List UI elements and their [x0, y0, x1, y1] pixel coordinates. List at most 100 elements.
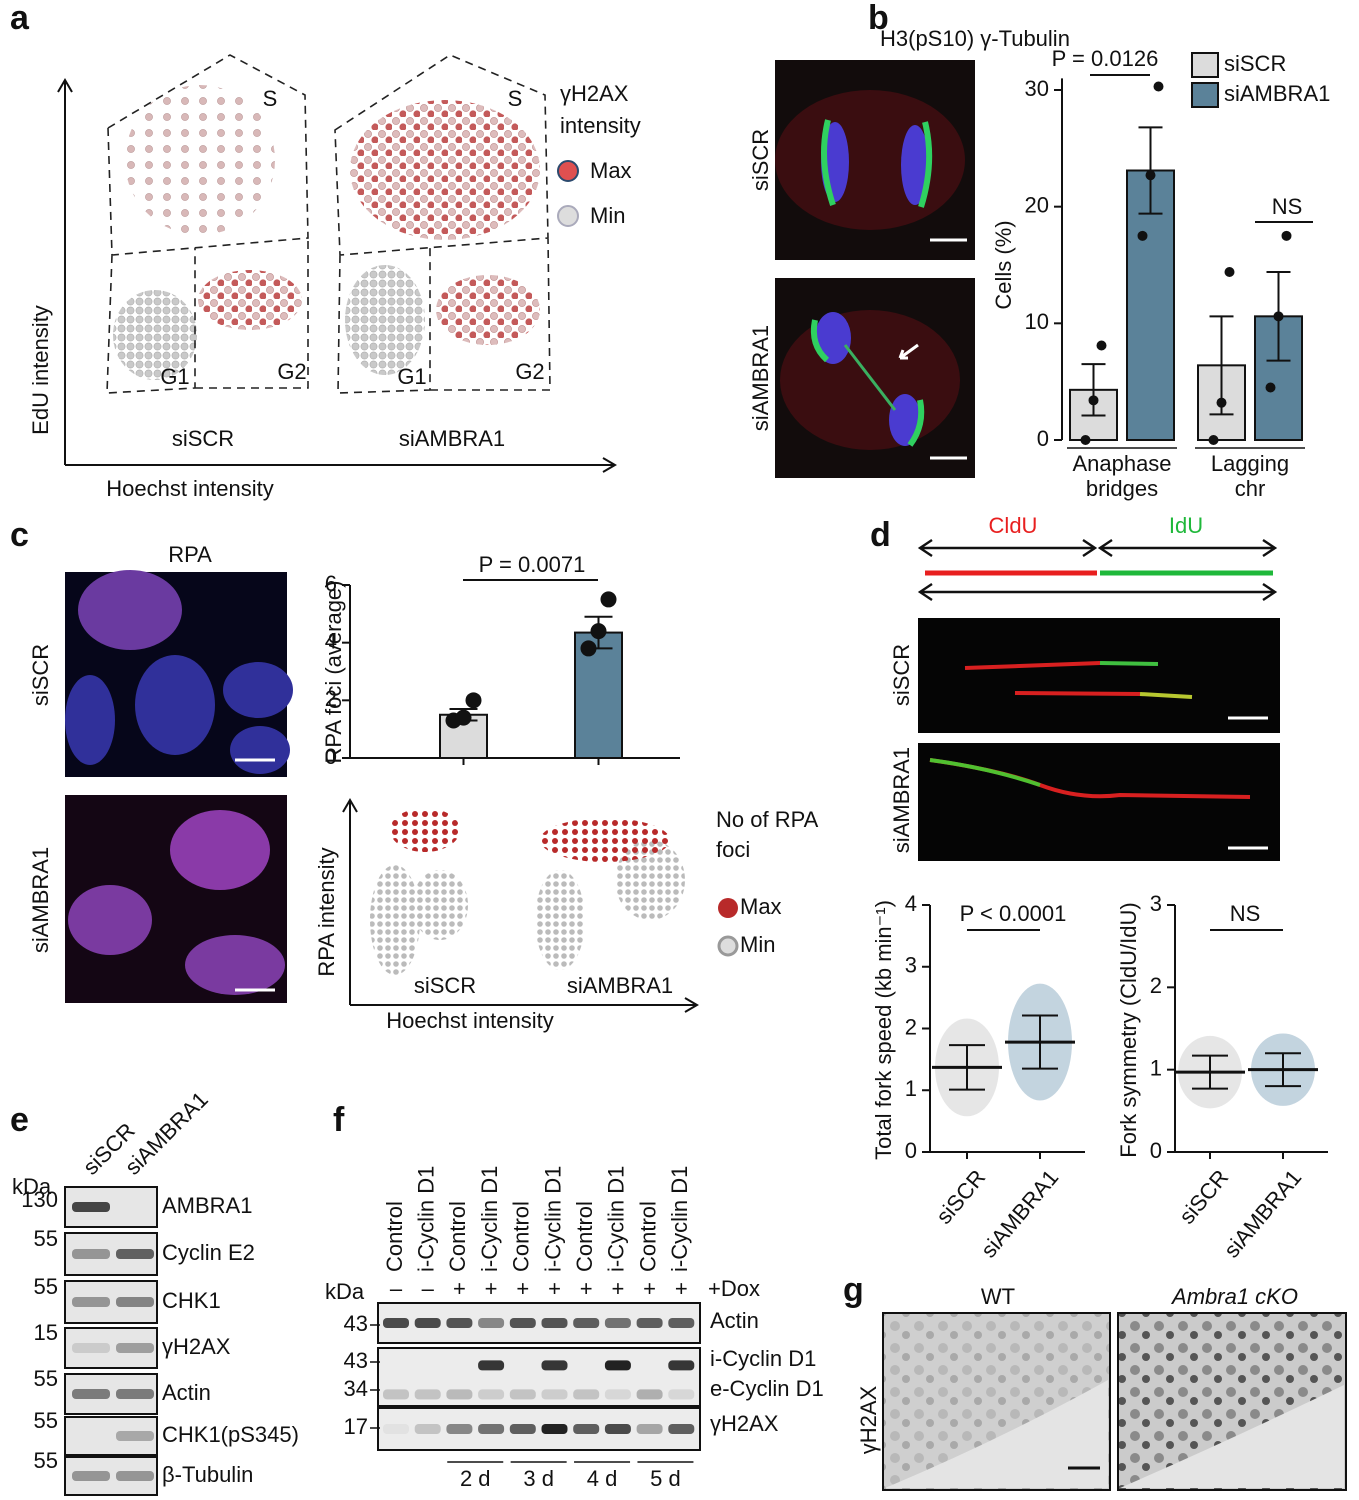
- gate-label: G1: [397, 364, 426, 389]
- illustration: [350, 100, 540, 240]
- blot-band: [478, 1424, 505, 1434]
- data-point: [1145, 170, 1156, 181]
- row-label: siSCR: [28, 644, 53, 706]
- row-label: γH2AX: [856, 1385, 881, 1454]
- illustration: [334, 54, 551, 394]
- illustration: [918, 121, 933, 208]
- illustration: [223, 662, 293, 718]
- protein-label: β-Tubulin: [162, 1462, 253, 1487]
- kda-marker: 55: [34, 1274, 58, 1299]
- track-label: IdU: [1169, 513, 1203, 538]
- y-tick-label: 0: [905, 1138, 917, 1163]
- illustration: [964, 661, 1101, 670]
- panel-c-scatter: [342, 798, 739, 1013]
- illustration: [717, 935, 739, 957]
- panel-c-images: [65, 570, 293, 1003]
- illustration: [370, 865, 420, 975]
- panel-label: b: [868, 0, 889, 37]
- illustration: [843, 344, 897, 411]
- y-tick-label: 3: [905, 953, 917, 978]
- x-tick-label: siSCR: [1174, 1165, 1233, 1229]
- row-label: siSCR: [889, 644, 914, 706]
- kda-marker: 130: [21, 1187, 58, 1212]
- blot-band: [541, 1360, 568, 1371]
- illustration: [810, 319, 830, 363]
- protein-label: γH2AX: [162, 1334, 231, 1359]
- legend-title: No of RPA: [716, 807, 819, 832]
- blot-band: [604, 1389, 631, 1400]
- day-label: 5 d: [650, 1466, 681, 1491]
- blot-band: [541, 1424, 568, 1434]
- illustration: [917, 539, 1278, 601]
- dox-label: +: [516, 1276, 529, 1301]
- illustration: [885, 1380, 1108, 1488]
- data-point: [1216, 397, 1227, 408]
- data-point: [590, 623, 607, 640]
- image-title: RPA: [168, 542, 212, 567]
- kda-label: kDa: [12, 1174, 52, 1199]
- axis-title: Hoechst intensity: [106, 476, 274, 501]
- axis-title: Cells (%): [991, 220, 1016, 309]
- panel-a-plot: [57, 54, 617, 473]
- gate-label: S: [263, 86, 278, 111]
- axis-title: EdU intensity: [28, 305, 53, 435]
- blot-band: [636, 1389, 663, 1400]
- data-point: [1153, 81, 1164, 92]
- illustration: [68, 885, 152, 955]
- row-label: siAMBRA1: [889, 747, 914, 853]
- blot-band: [116, 1389, 154, 1399]
- illustration: [106, 54, 309, 394]
- annotation: P < 0.0001: [960, 901, 1067, 926]
- panel-g-images: [882, 1312, 1347, 1491]
- blot-band: [72, 1389, 110, 1399]
- blot-band: [541, 1389, 568, 1400]
- blot-band: [72, 1471, 110, 1481]
- lane-label: i-Cyclin D1: [414, 1166, 439, 1272]
- dox-label: +: [580, 1276, 593, 1301]
- illustration: [57, 78, 617, 473]
- dox-label: –: [422, 1276, 435, 1301]
- axis-title: RPA foci (average): [321, 580, 346, 763]
- y-tick-label: 1: [1150, 1055, 1162, 1080]
- data-point: [1080, 435, 1091, 445]
- kda-marker: 15: [34, 1320, 58, 1345]
- protein-label: CHK1: [162, 1288, 221, 1313]
- illustration: [918, 618, 1280, 733]
- illustration: [436, 275, 540, 345]
- illustration: [889, 394, 921, 446]
- data-point: [465, 692, 482, 709]
- group-label: siAMBRA1: [399, 426, 505, 451]
- blot-band: [668, 1424, 695, 1434]
- illustration: [125, 85, 275, 235]
- blot: [64, 1456, 158, 1496]
- lane-label: i-Cyclin D1: [667, 1166, 692, 1272]
- axis-title: RPA intensity: [314, 847, 339, 976]
- data-point: [580, 640, 597, 657]
- x-tick-label: Lagging: [1211, 451, 1289, 476]
- illustration: [185, 935, 285, 995]
- blot-band: [383, 1424, 409, 1434]
- blot-band: [116, 1343, 154, 1353]
- gate-label: G2: [515, 359, 544, 384]
- illustration: [412, 870, 468, 940]
- blot-band: [72, 1202, 110, 1212]
- blot-band: [668, 1360, 695, 1371]
- gate-label: S: [508, 86, 523, 111]
- illustration: [929, 758, 1041, 787]
- panel-label: g: [843, 1271, 864, 1309]
- blot-band: [414, 1318, 441, 1328]
- annotation: NS: [1272, 194, 1303, 219]
- column-label: Ambra1 cKO: [1170, 1284, 1298, 1309]
- lane-label: Control: [572, 1201, 597, 1272]
- blot-band: [383, 1318, 409, 1328]
- illustration: [1099, 661, 1159, 666]
- illustration: [65, 675, 115, 765]
- gate-label: G1: [160, 364, 189, 389]
- image-title: H3(pS10) γ-Tubulin: [880, 26, 1070, 51]
- kda-marker: 34: [344, 1376, 368, 1401]
- panel-label: c: [10, 516, 29, 554]
- y-tick-label: 4: [325, 628, 337, 653]
- day-label: 4 d: [587, 1466, 618, 1491]
- day-label: 3 d: [523, 1466, 554, 1491]
